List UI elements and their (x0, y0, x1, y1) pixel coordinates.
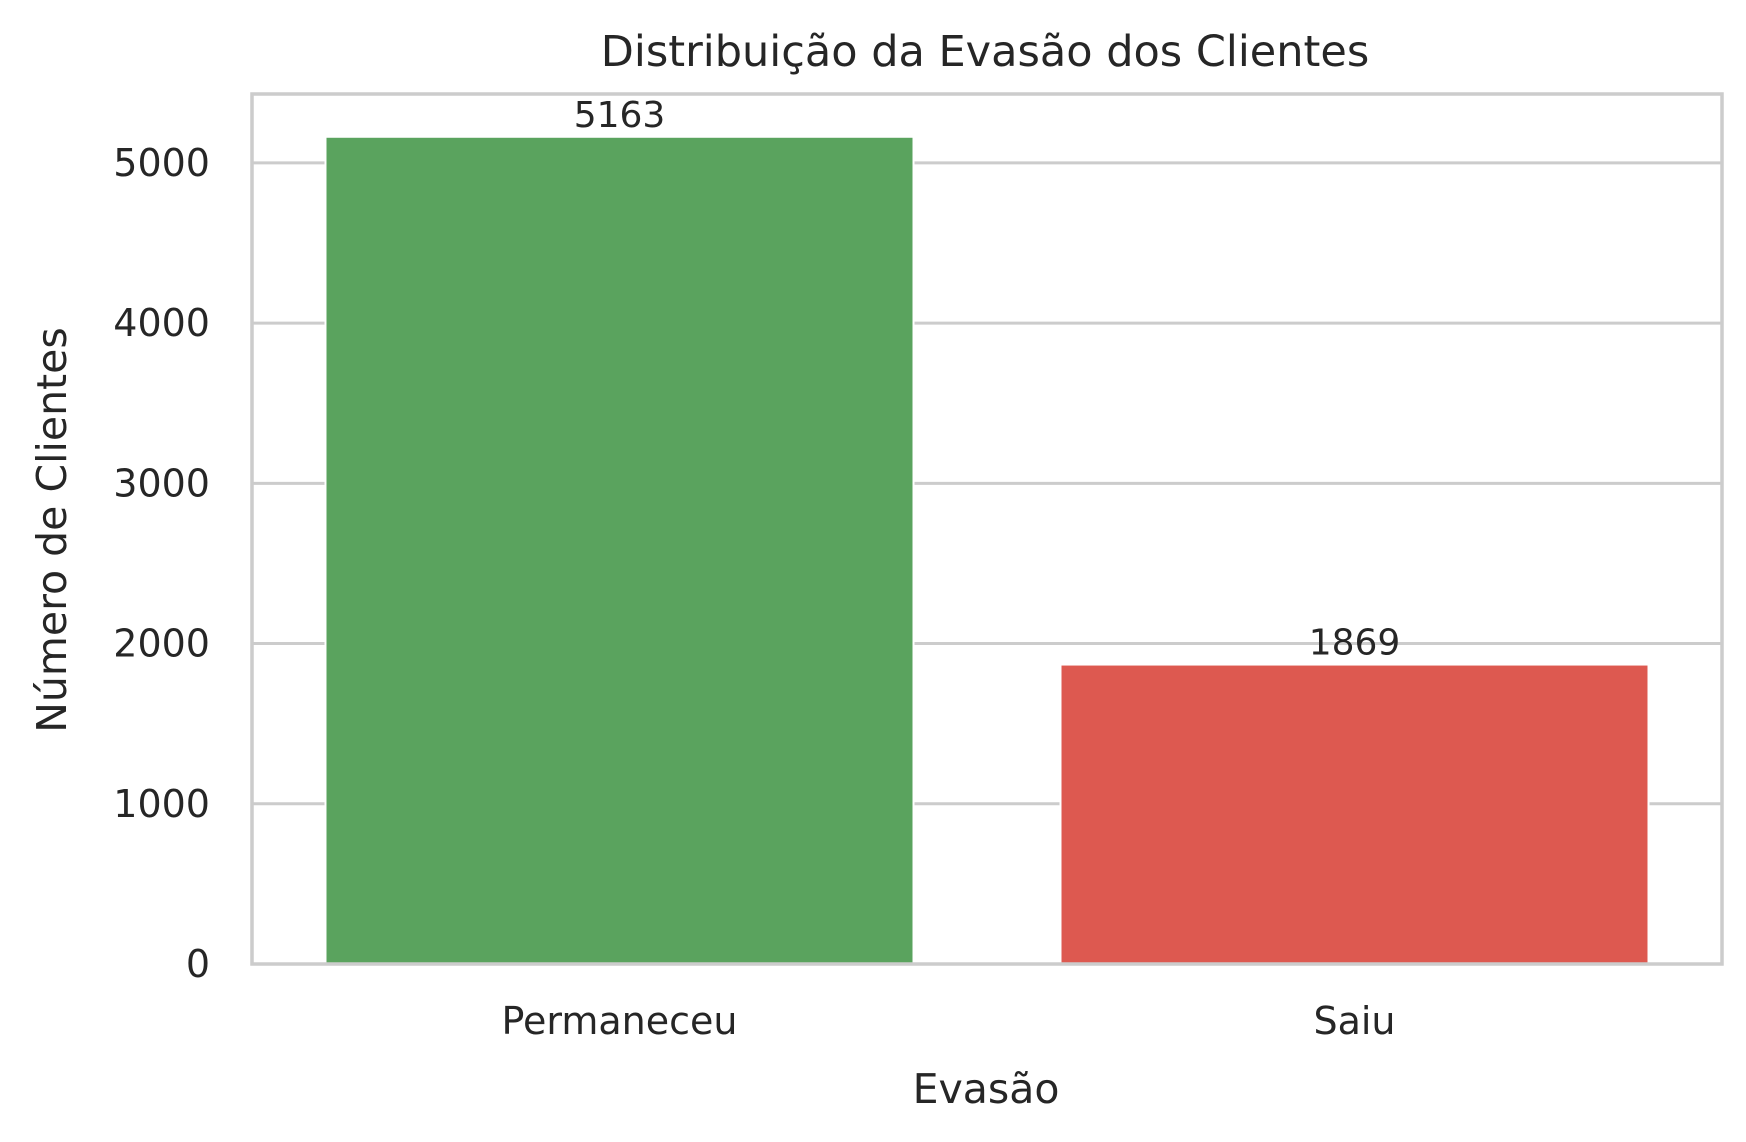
y-tick-label: 2000 (113, 622, 210, 666)
y-tick-label: 4000 (113, 301, 210, 345)
y-tick-label: 1000 (113, 782, 210, 826)
y-tick-labels: 0 1000 2000 3000 4000 5000 (113, 141, 210, 986)
y-tick-label: 3000 (113, 461, 210, 505)
y-tick-label: 5000 (113, 141, 210, 185)
plot-frame (250, 92, 1724, 966)
bars (324, 135, 1650, 966)
data-labels: 5163 1869 (574, 95, 1401, 664)
y-axis-label: Número de Clientes (28, 327, 76, 732)
y-tick-label: 0 (186, 942, 210, 986)
bar-permaneceu (324, 135, 915, 966)
x-tick-labels: Permaneceu Saiu (501, 999, 1395, 1043)
bar-saiu (1059, 663, 1650, 965)
x-tick-label: Saiu (1313, 999, 1395, 1043)
data-label: 5163 (574, 95, 666, 136)
x-axis-label: Evasão (913, 1065, 1060, 1113)
data-label: 1869 (1309, 623, 1401, 664)
x-tick-label: Permaneceu (501, 999, 737, 1043)
chart-title: Distribuição da Evasão dos Clientes (601, 27, 1369, 77)
